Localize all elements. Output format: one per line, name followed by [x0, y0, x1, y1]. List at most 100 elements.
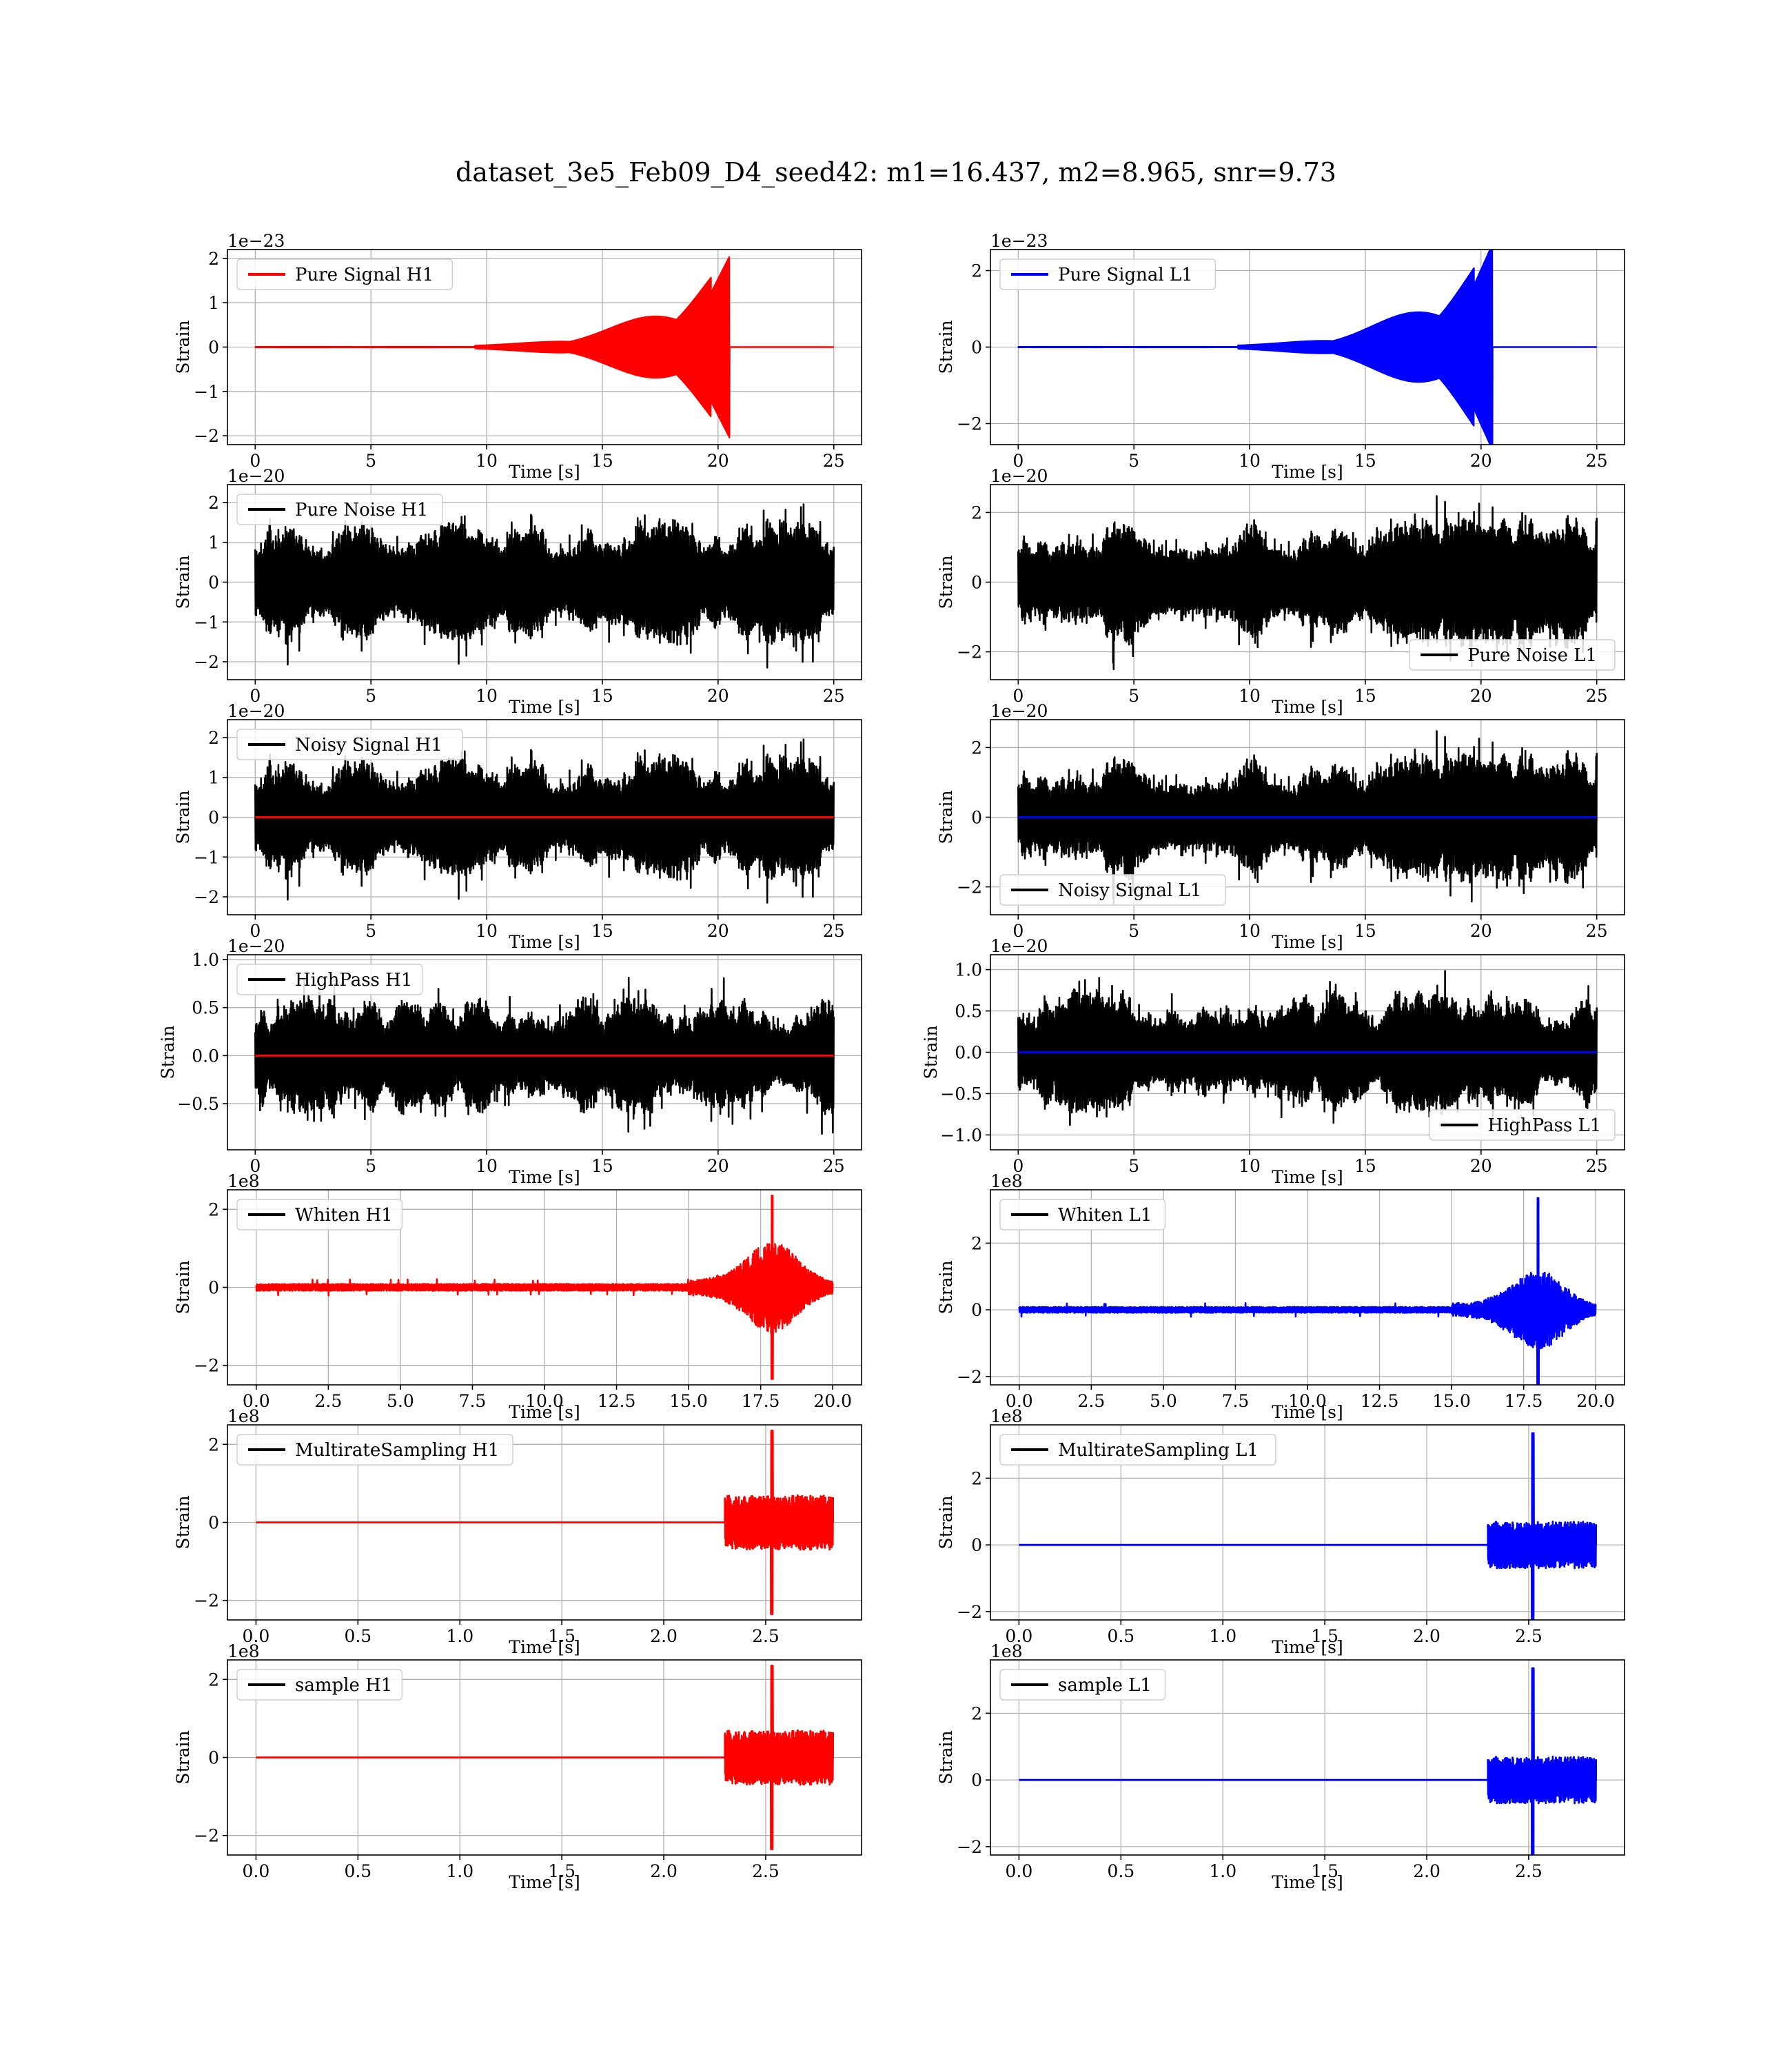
y-axis-label: Strain	[921, 1025, 941, 1079]
x-tick-label: 20	[707, 686, 729, 706]
subplot-sample-l1: 0.0 0.5 1.0 1.5 2.0 2.5 −2 0 2 1e8 Time [s] Strain s…	[936, 1641, 1625, 1892]
y-tick-label: 0	[971, 1535, 982, 1555]
subplot-whiten-l1: 0.0 2.5 5.0 7.5 10.0 12.5 15.0 17.5 20.0 −2 0 2 1e8 T…	[936, 1171, 1625, 1422]
y-tick-label: −2	[957, 1837, 982, 1857]
x-tick-label: 0	[1012, 686, 1024, 706]
signal-trace	[1019, 1667, 1597, 1855]
x-tick-label: 0.5	[1107, 1626, 1134, 1646]
y-tick-label: 0	[971, 1770, 982, 1790]
plot-area	[256, 1430, 834, 1615]
x-tick-label: 10	[1239, 451, 1261, 471]
axis-offset-label: 1e−20	[990, 466, 1048, 486]
plot-area	[1017, 495, 1598, 671]
y-tick-label: 0.5	[192, 998, 219, 1018]
x-tick-label: 15	[591, 451, 613, 471]
x-tick-label: 0	[1012, 1156, 1024, 1176]
y-tick-label: −2	[957, 642, 982, 662]
x-tick-label: 20	[707, 921, 729, 941]
y-tick-label: 0	[208, 573, 219, 593]
y-tick-label: −2	[194, 1826, 219, 1846]
y-tick-label: −1	[194, 847, 219, 867]
x-tick-label: 2.5	[1515, 1861, 1542, 1881]
x-tick-label: 25	[1586, 686, 1608, 706]
axis-offset-label: 1e−23	[227, 231, 285, 251]
y-tick-label: 2	[208, 1435, 219, 1454]
plot-area	[1017, 970, 1598, 1126]
x-tick-label: 0	[250, 686, 261, 706]
x-axis-label: Time [s]	[509, 932, 580, 952]
legend-box	[999, 874, 1226, 906]
legend-label: sample H1	[295, 1675, 392, 1696]
x-tick-label: 2.5	[752, 1861, 780, 1881]
x-tick-label: 25	[823, 921, 845, 941]
y-tick-label: −2	[957, 1367, 982, 1387]
legend: HighPass H1	[236, 964, 423, 995]
x-tick-label: 17.5	[1505, 1391, 1543, 1411]
x-tick-label: 10	[1239, 921, 1261, 941]
x-tick-label: 2.5	[1515, 1626, 1542, 1646]
x-tick-label: 5	[1128, 686, 1139, 706]
x-tick-label: 1.5	[548, 1861, 576, 1881]
y-tick-label: 0	[971, 808, 982, 828]
y-tick-label: −1	[194, 382, 219, 402]
plot-area	[254, 738, 835, 904]
y-axis-label: Strain	[173, 320, 193, 374]
y-tick-label: 0	[971, 338, 982, 358]
x-tick-label: 5.0	[387, 1391, 414, 1411]
subplot-pure-signal-h1: 0 5 10 15 20 25 −2 −1 0 1 2 1e−23 Time [s] Strain Pure…	[173, 231, 862, 482]
noise-trace	[254, 977, 835, 1135]
x-tick-label: 5	[1128, 921, 1139, 941]
y-tick-label: 2	[971, 1233, 982, 1253]
y-axis-label: Strain	[936, 790, 956, 844]
legend-label: HighPass H1	[295, 970, 412, 991]
signal-trace	[255, 1195, 834, 1380]
legend-box	[999, 1199, 1166, 1230]
x-tick-label: 15	[1354, 1156, 1376, 1176]
x-tick-label: 7.5	[1222, 1391, 1250, 1411]
y-tick-label: −2	[194, 1591, 219, 1611]
x-axis-label: Time [s]	[509, 1167, 580, 1187]
axis-offset-label: 1e−20	[990, 936, 1048, 956]
x-tick-label: 15	[591, 1156, 613, 1176]
plot-area	[254, 503, 835, 669]
x-tick-label: 5	[365, 451, 376, 471]
y-tick-label: −2	[957, 878, 982, 898]
y-axis-label: Strain	[173, 555, 193, 609]
x-tick-label: 10.0	[1288, 1391, 1327, 1411]
legend-label: MultirateSampling H1	[295, 1440, 499, 1461]
y-tick-label: 0	[208, 808, 219, 828]
x-tick-label: 1.0	[1209, 1861, 1236, 1881]
x-tick-label: 17.5	[742, 1391, 780, 1411]
noise-trace	[1017, 495, 1598, 671]
legend-box	[1409, 639, 1616, 671]
plot-area	[1019, 1432, 1597, 1620]
y-axis-label: Strain	[173, 790, 193, 844]
x-tick-label: 5	[365, 686, 376, 706]
x-tick-label: 5	[1128, 1156, 1139, 1176]
x-tick-label: 2.0	[1413, 1626, 1440, 1646]
y-axis-label: Strain	[936, 1260, 956, 1314]
x-tick-label: 10	[476, 1156, 498, 1176]
noise-trace	[254, 738, 835, 904]
subplot-noisy-signal-l1: 0 5 10 15 20 25 −2 0 2 1e−20 Time [s] Strain Noisy S…	[936, 701, 1625, 952]
axis-offset-label: 1e−20	[227, 466, 285, 486]
axis-offset-label: 1e−23	[990, 231, 1048, 251]
y-tick-label: 1.0	[955, 960, 982, 980]
x-tick-label: 1.0	[446, 1626, 474, 1646]
signal-trace	[256, 1665, 834, 1850]
axis-offset-label: 1e−20	[990, 701, 1048, 721]
y-tick-label: 2	[971, 738, 982, 758]
legend-label: Pure Signal L1	[1058, 265, 1193, 285]
x-tick-label: 12.5	[1361, 1391, 1399, 1411]
y-tick-label: −2	[957, 1602, 982, 1622]
y-tick-label: 0	[208, 1278, 219, 1298]
plot-area	[256, 1665, 834, 1850]
y-tick-label: −2	[194, 426, 219, 446]
figure-title: dataset_3e5_Feb09_D4_seed42: m1=16.437, …	[456, 157, 1336, 187]
y-axis-label: Strain	[173, 1730, 193, 1784]
x-tick-label: 10.0	[525, 1391, 564, 1411]
signal-trace	[1019, 1432, 1597, 1620]
axes-frame	[990, 1424, 1625, 1621]
plot-area	[1017, 250, 1598, 445]
